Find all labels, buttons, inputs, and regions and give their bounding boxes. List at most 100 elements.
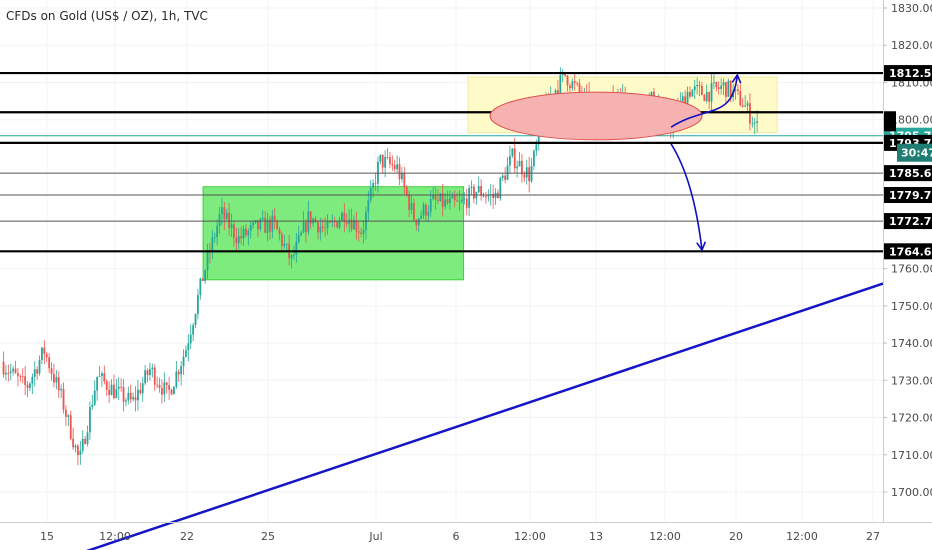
candle [720,78,723,95]
candle [12,366,15,376]
candle [353,215,355,230]
candle [336,221,339,229]
chart-title: CFDs on Gold (US$ / OZ), 1h, TVC [6,9,208,23]
candle-body [93,390,96,405]
candle-body [134,397,137,401]
candle-body [24,376,27,385]
candle-body [216,225,219,238]
candle [703,93,706,102]
candle [369,180,372,204]
candle-body [144,370,147,384]
candle [141,376,144,402]
candle [225,208,228,221]
level-tag-label: 1812.52 [889,67,932,80]
candle-body [372,182,375,188]
price-tick-label: 1750.00 [891,300,932,313]
candle [139,382,142,395]
trendline [85,282,884,550]
candle [293,245,295,260]
candle [309,211,312,229]
candle-body [451,195,454,199]
candle [249,221,252,239]
candle [175,361,178,390]
candle-body [225,212,228,220]
candle [297,225,300,244]
candle-body [161,387,163,395]
consolidation-box [202,186,465,281]
price-tick-label: 1720.00 [891,412,932,425]
candle-body [391,163,394,166]
candle [161,379,163,404]
candle-body [139,389,142,394]
candle-body [513,148,516,169]
candle-body [50,368,53,374]
candle [573,72,576,91]
candle-body [725,82,727,97]
candle [576,81,579,87]
candle-body [165,382,168,386]
candle [41,346,43,365]
candle-body [26,384,29,388]
candle [451,192,454,199]
candle [746,100,749,113]
candle-body [686,91,689,106]
time-tick-label: 12:00 [99,530,131,543]
candle-body [684,96,687,106]
price-axis[interactable]: 1700.00 1710.00 1720.00 1730.00 1740.00 1750.… [883,0,932,550]
candle [446,190,449,206]
time-tick-label: 25 [261,530,275,543]
candle [29,381,31,392]
candle-body [108,389,111,396]
candle-body [103,373,106,382]
candle-body [434,194,437,200]
candle [739,83,742,107]
candle-body [266,219,269,233]
candle [317,221,319,240]
candle-body [120,386,123,388]
candle-body [744,105,747,107]
candle [422,201,425,219]
candle-body [350,219,353,230]
candle-body [338,220,341,228]
candle [410,195,413,215]
candle [525,159,528,185]
candle-body [53,373,55,383]
candle [127,386,130,405]
candle [705,84,708,104]
candle-body [189,334,192,344]
candle [194,313,197,329]
price-tick-label: 1730.00 [891,374,932,387]
candle-body [110,384,113,396]
candle-body [228,212,231,229]
price-tick-label: 1760.00 [891,263,932,276]
candle [36,366,39,380]
candle-body [446,199,449,204]
candle-body [708,92,711,102]
candle [439,193,442,203]
candle-body [187,343,190,351]
candle [715,81,718,92]
candles [2,67,759,466]
candle [7,364,10,382]
candle-body [38,360,41,374]
levels [0,71,883,253]
candle-body [2,361,5,375]
candle-body [180,366,183,375]
candle-body [739,90,742,106]
candle-body [105,381,108,390]
candle-body [295,241,298,255]
candle-body [696,85,699,87]
candle-body [307,211,310,233]
candle-body [96,376,99,391]
candle [33,361,36,387]
candle [158,377,161,393]
candle [271,209,274,239]
candle-body [329,221,331,223]
candle [367,191,370,221]
candle [115,378,118,399]
candle-body [417,218,420,226]
time-axis[interactable]: 15 12:00 22 25 Jul 6 12:00 13 12:00 20 12:00 27 [0,522,932,544]
candle [31,373,34,395]
